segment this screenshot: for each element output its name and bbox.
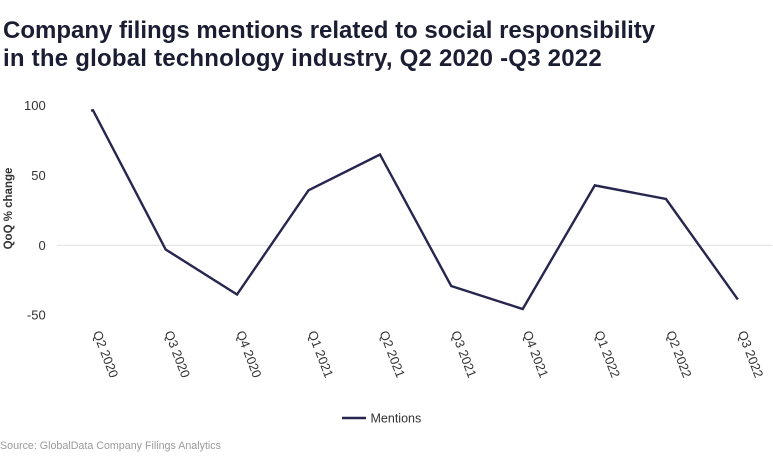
svg-text:Mentions: Mentions (371, 412, 422, 426)
svg-text:Q4 2020: Q4 2020 (233, 328, 265, 379)
svg-text:0: 0 (38, 238, 45, 253)
svg-text:Q3 2021: Q3 2021 (448, 328, 480, 379)
svg-text:Q2 2021: Q2 2021 (377, 328, 409, 379)
svg-text:QoQ % change: QoQ % change (3, 168, 15, 250)
svg-text:Q3 2020: Q3 2020 (162, 328, 194, 379)
svg-text:Q1 2022: Q1 2022 (592, 328, 624, 379)
svg-text:-50: -50 (27, 307, 46, 322)
svg-text:Q1 2021: Q1 2021 (305, 328, 337, 379)
svg-text:Q3 2022: Q3 2022 (735, 328, 767, 379)
svg-text:Q2 2020: Q2 2020 (90, 328, 122, 379)
svg-text:Q2 2022: Q2 2022 (663, 328, 695, 379)
svg-text:100: 100 (24, 98, 46, 113)
svg-text:Q4 2021: Q4 2021 (520, 328, 552, 379)
svg-text:50: 50 (31, 168, 45, 183)
